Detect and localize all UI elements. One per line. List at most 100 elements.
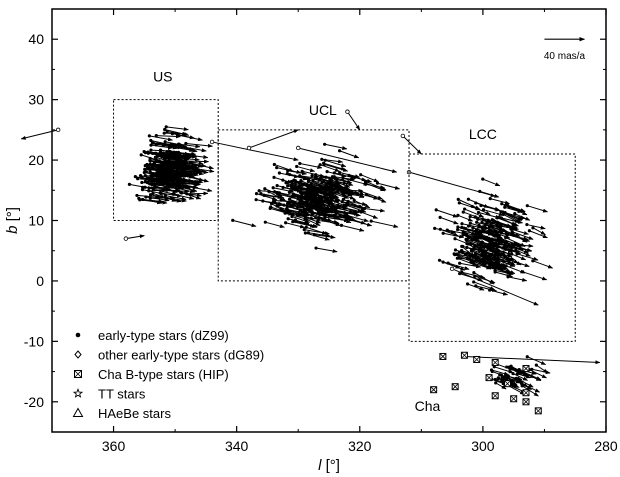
proper-motion-vector-646-dot [473, 244, 477, 248]
highlighted-vector-origin-5 [296, 145, 301, 151]
proper-motion-vector-436 [296, 165, 316, 173]
proper-motion-vector-357-dot [324, 175, 328, 179]
proper-motion-vector-396 [324, 143, 348, 150]
proper-motion-vector-199 [182, 170, 209, 175]
proper-motion-vector-18-dot [149, 138, 153, 143]
cha-b-star-cross-4 [522, 365, 530, 372]
proper-motion-vector-141-dot [136, 177, 140, 181]
highlighted-vector-origin-9 [449, 266, 455, 272]
proper-motion-vector-198 [148, 188, 168, 193]
proper-motion-vector-446 [264, 188, 283, 197]
proper-motion-vector-744-dot [511, 371, 515, 376]
proper-motion-vector-325 [377, 182, 401, 190]
proper-motion-vector-209 [177, 170, 202, 175]
proper-motion-vector-203-dot [151, 141, 155, 145]
proper-motion-vector-349 [342, 177, 369, 186]
proper-motion-vector-649 [447, 229, 469, 236]
proper-motion-vector-715-dot [494, 381, 498, 385]
axis-labels: l [°]b [°] [4, 207, 340, 474]
proper-motion-vector-175-dot [158, 171, 162, 176]
proper-motion-vector-711 [527, 356, 547, 366]
proper-motion-vector-666 [459, 262, 482, 269]
highlighted-vector-origin-4 [400, 133, 406, 139]
proper-motion-vector-489-dot [286, 202, 290, 206]
proper-motion-vector-325-dot [375, 181, 380, 185]
proper-motion-vector-425 [361, 193, 379, 200]
proper-motion-vector-9-dot [163, 140, 167, 144]
proper-motion-vector-188-dot [141, 197, 145, 202]
proper-motion-vector-257-dot [287, 190, 292, 194]
proper-motion-vector-524 [436, 209, 459, 218]
proper-motion-vector-154-dot [178, 158, 182, 162]
proper-motion-vector-642 [504, 212, 526, 220]
proper-motion-vector-203 [153, 142, 178, 147]
proper-motion-vector-240-dot [271, 186, 275, 190]
y-axis-label: b [°] [4, 207, 21, 234]
proper-motion-vector-701-dot [456, 227, 460, 232]
proper-motion-vector-644 [504, 206, 523, 213]
proper-motion-vector-144-dot [127, 182, 132, 186]
proper-motion-vector-692-dot [461, 233, 465, 237]
proper-motion-vector-473 [337, 199, 359, 208]
proper-motion-vector-604 [457, 257, 478, 267]
proper-motion-vector-603-dot [468, 256, 472, 260]
proper-motion-vector-419-dot [286, 210, 290, 215]
legend-marker-triangle [72, 407, 84, 417]
proper-motion-vector-499-dot [453, 248, 458, 252]
proper-motion-vector-524-dot [434, 208, 438, 212]
proper-motion-vector-188 [142, 198, 164, 204]
proper-motion-vector-550-dot [453, 237, 457, 241]
proper-motion-vector-209-dot [175, 169, 179, 173]
proper-motion-vector-316-dot [272, 175, 276, 180]
proper-motion-vector-704 [477, 218, 498, 225]
proper-motion-vector-426 [324, 216, 350, 223]
proper-motion-vector-368-dot [287, 197, 292, 201]
proper-motion-vector-244-dot [284, 221, 288, 225]
highlighted-vector-8 [248, 129, 299, 149]
proper-motion-vector-423-dot [292, 178, 296, 182]
proper-motion-vector-307-dot [306, 179, 311, 184]
proper-motion-vector-158 [160, 165, 186, 171]
proper-motion-vector-220-dot [151, 191, 155, 196]
proper-motion-vector-703 [501, 217, 524, 224]
proper-motion-vector-162-dot [154, 134, 158, 138]
proper-motion-vector-512 [532, 227, 546, 236]
proper-motion-vector-208-dot [148, 168, 152, 172]
proper-motion-vector-475-dot [320, 180, 324, 185]
proper-motion-vector-54-dot [153, 155, 158, 159]
proper-motion-vector-360 [348, 200, 368, 206]
proper-motion-vector-332-dot [310, 174, 314, 178]
proper-motion-vector-537-dot [475, 220, 479, 224]
proper-motion-vector-344-dot [275, 184, 279, 188]
proper-motion-vector-158-dot [158, 164, 162, 168]
proper-motion-vector-743-dot [509, 364, 513, 369]
proper-motion-vector-223 [167, 161, 190, 166]
proper-motion-vector-163-dot [184, 141, 188, 146]
proper-motion-vector-196 [149, 164, 172, 171]
proper-motion-vector-483 [256, 193, 278, 201]
proper-motion-vector-648-dot [461, 244, 465, 249]
proper-motion-vector-212 [185, 159, 210, 164]
proper-motion-vector-634-dot [457, 250, 461, 254]
proper-motion-vector-689-dot [510, 230, 514, 234]
proper-motion-vector-522 [490, 198, 510, 205]
proper-motion-vector-162 [156, 134, 181, 139]
proper-motion-vector-584-dot [452, 252, 456, 256]
proper-motion-vector-365-dot [281, 178, 285, 182]
proper-motion-vector-652-dot [472, 271, 476, 275]
proper-motion-vector-466 [336, 210, 361, 217]
proper-motion-vector-486-dot [331, 183, 335, 187]
proper-motion-vector-225-dot [161, 153, 165, 157]
cha-b-star-cross-6 [504, 380, 511, 387]
proper-motion-vector-709-dot [521, 270, 525, 274]
proper-motion-vector-197-dot [140, 188, 145, 192]
proper-motion-vector-622-dot [513, 212, 517, 216]
proper-motion-vector-204 [160, 149, 184, 156]
legend-label-1: other early-type stars (dG89) [98, 348, 264, 363]
proper-motion-vector-479 [320, 177, 343, 187]
proper-motion-vector-174-dot [143, 173, 147, 178]
proper-motion-vector-202-dot [161, 143, 165, 148]
proper-motion-vector-193 [170, 171, 190, 177]
proper-motion-vector-448-dot [337, 149, 342, 153]
proper-motion-vector-470-dot [332, 175, 336, 179]
